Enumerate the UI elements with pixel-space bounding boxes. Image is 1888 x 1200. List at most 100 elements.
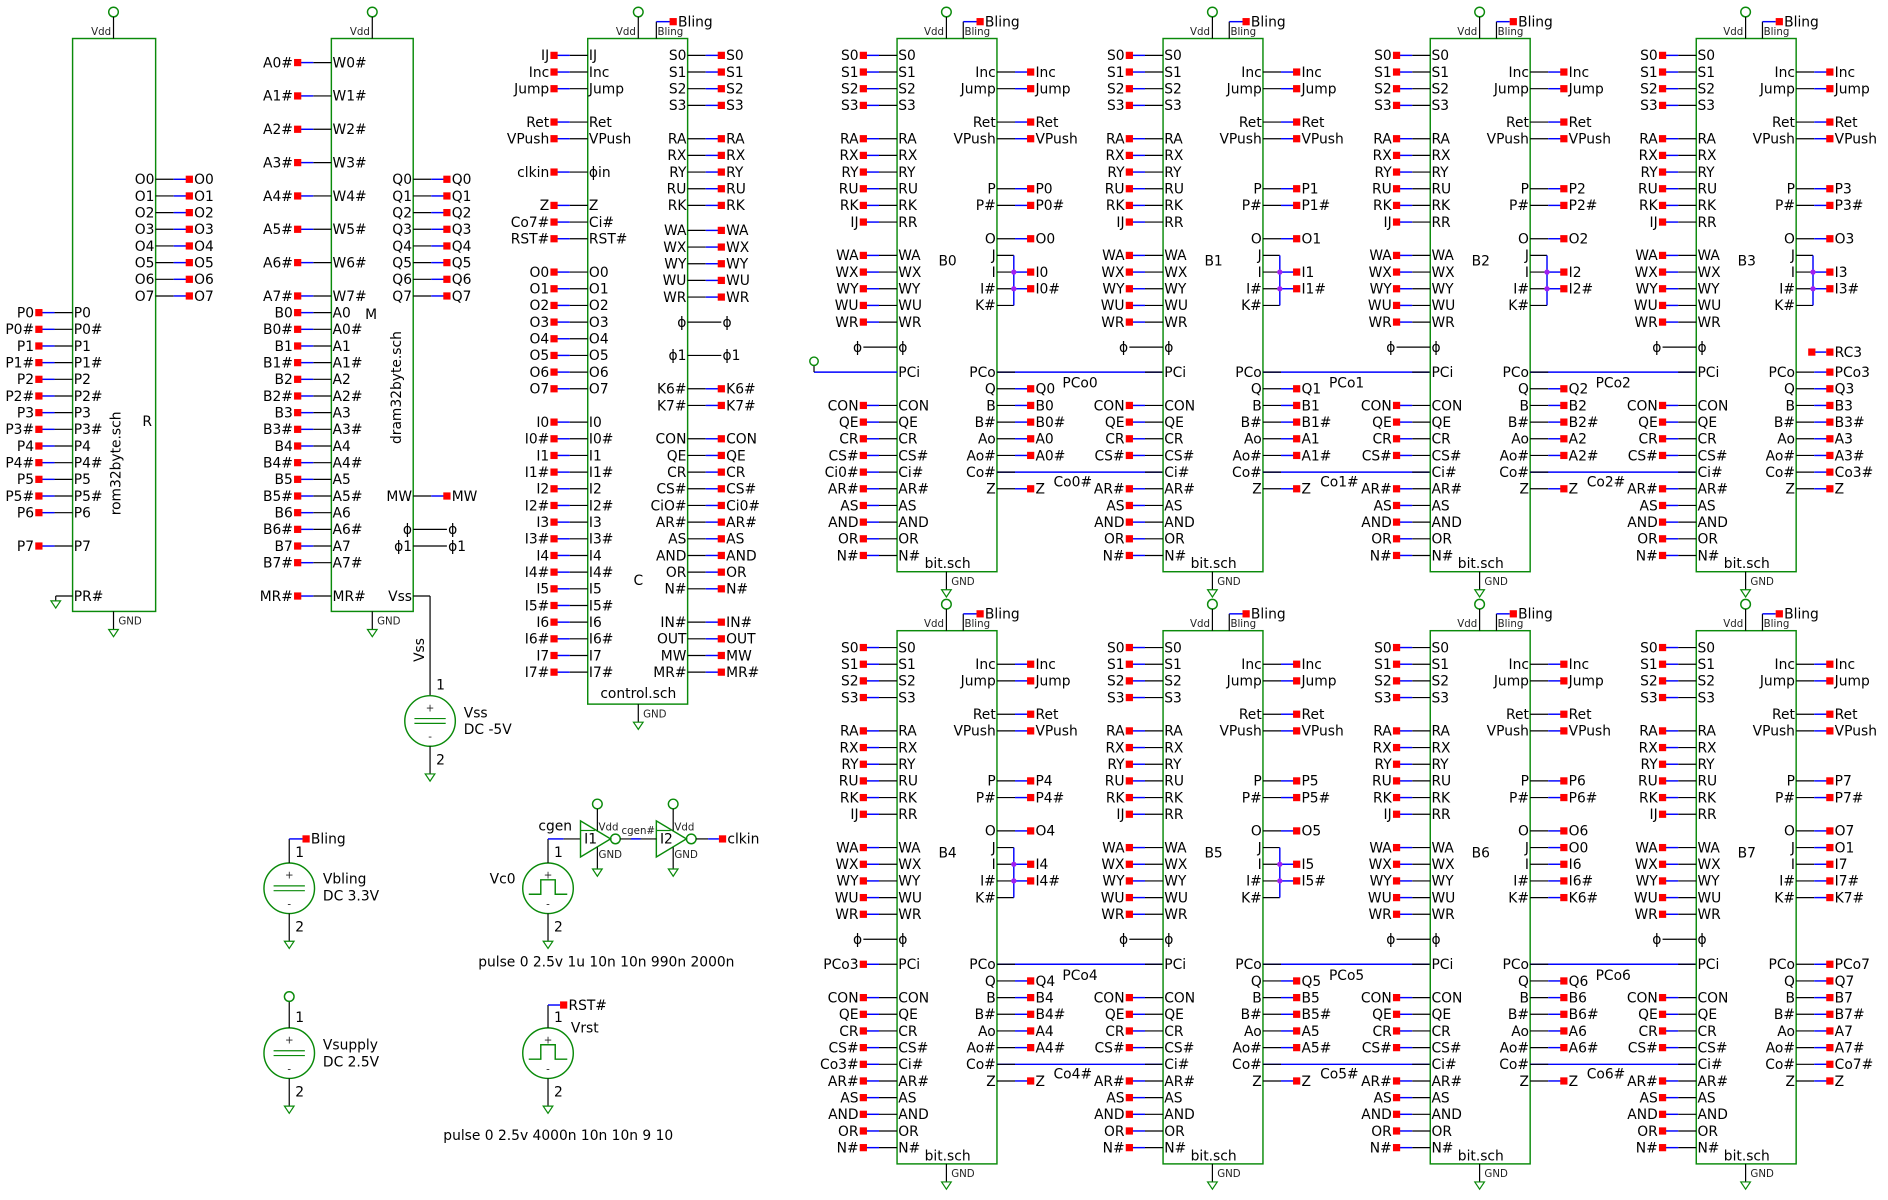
- net-port-marker[interactable]: [859, 101, 867, 109]
- net-port-marker[interactable]: [1027, 185, 1035, 193]
- net-port-marker[interactable]: [294, 475, 302, 483]
- net-port-marker[interactable]: [1826, 118, 1834, 126]
- net-port-marker[interactable]: [859, 760, 867, 768]
- net-port-marker[interactable]: [717, 451, 725, 460]
- net-port-marker[interactable]: [859, 777, 867, 785]
- net-port-marker[interactable]: [1392, 660, 1401, 668]
- net-port-marker[interactable]: [550, 85, 558, 93]
- net-port-marker[interactable]: [1027, 660, 1035, 668]
- net-port-marker[interactable]: [294, 359, 302, 367]
- net-port-marker[interactable]: [1826, 1060, 1834, 1068]
- net-port-marker[interactable]: [1826, 285, 1834, 293]
- net-port-marker[interactable]: [859, 793, 867, 802]
- net-port-marker[interactable]: [1125, 1077, 1133, 1085]
- net-port-marker[interactable]: [1125, 1110, 1133, 1118]
- net-port-marker[interactable]: [1658, 268, 1667, 276]
- net-port-marker[interactable]: [35, 459, 43, 467]
- net-port-marker[interactable]: [1509, 610, 1517, 618]
- net-port-marker[interactable]: [1125, 743, 1133, 752]
- net-port-marker[interactable]: [1658, 518, 1667, 526]
- net-port-marker[interactable]: [1293, 435, 1301, 443]
- net-port-marker[interactable]: [550, 535, 558, 543]
- net-port-marker[interactable]: [717, 635, 725, 643]
- net-port-marker[interactable]: [550, 201, 558, 210]
- net-port-marker[interactable]: [1125, 285, 1133, 293]
- net-port-marker[interactable]: [1392, 777, 1401, 785]
- net-port-marker[interactable]: [443, 225, 451, 233]
- net-port-marker[interactable]: [1027, 451, 1035, 460]
- net-port-marker[interactable]: [1392, 877, 1401, 885]
- net-port-marker[interactable]: [1027, 118, 1035, 126]
- net-port-marker[interactable]: [1560, 727, 1568, 735]
- net-port-marker[interactable]: [1560, 485, 1568, 493]
- net-port-marker[interactable]: [1826, 268, 1834, 276]
- net-port-marker[interactable]: [1560, 235, 1568, 243]
- net-port-marker[interactable]: [443, 292, 451, 300]
- net-port-marker[interactable]: [294, 409, 302, 417]
- net-port-marker[interactable]: [1293, 977, 1301, 985]
- net-port-marker[interactable]: [718, 835, 727, 843]
- net-port-marker[interactable]: [1658, 910, 1667, 918]
- net-port-marker[interactable]: [1392, 401, 1401, 410]
- net-port-marker[interactable]: [1125, 727, 1133, 735]
- net-port-marker[interactable]: [1027, 418, 1035, 426]
- net-port-marker[interactable]: [717, 385, 725, 393]
- net-port-marker[interactable]: [1293, 401, 1301, 410]
- net-port-marker[interactable]: [294, 292, 302, 300]
- net-port-marker[interactable]: [1125, 185, 1133, 193]
- net-port-marker[interactable]: [1293, 777, 1301, 785]
- net-port-marker[interactable]: [443, 259, 451, 267]
- net-port-marker[interactable]: [1027, 285, 1035, 293]
- net-port-marker[interactable]: [1293, 994, 1301, 1002]
- net-port-marker[interactable]: [1392, 501, 1401, 510]
- net-port-marker[interactable]: [185, 275, 193, 283]
- net-port-marker[interactable]: [550, 635, 558, 643]
- net-port-marker[interactable]: [1826, 977, 1834, 985]
- net-port-marker[interactable]: [1658, 793, 1667, 802]
- net-port-marker[interactable]: [859, 810, 867, 818]
- net-port-marker[interactable]: [1560, 827, 1568, 835]
- net-port-marker[interactable]: [859, 201, 867, 210]
- net-port-marker[interactable]: [1392, 727, 1401, 735]
- net-port-marker[interactable]: [1125, 810, 1133, 818]
- net-port-marker[interactable]: [1125, 1027, 1133, 1035]
- net-port-marker[interactable]: [1560, 994, 1568, 1002]
- net-port-marker[interactable]: [717, 551, 725, 560]
- net-port-marker[interactable]: [1826, 435, 1834, 443]
- net-port-marker[interactable]: [35, 375, 43, 383]
- net-port-marker[interactable]: [1392, 1027, 1401, 1035]
- net-port-marker[interactable]: [1826, 1077, 1834, 1085]
- net-port-marker[interactable]: [1392, 435, 1401, 443]
- net-port-marker[interactable]: [1826, 843, 1834, 852]
- net-port-marker[interactable]: [550, 551, 558, 560]
- net-port-marker[interactable]: [717, 501, 725, 510]
- net-port-marker[interactable]: [1125, 85, 1133, 93]
- net-port-marker[interactable]: [1658, 1010, 1667, 1018]
- net-port-marker[interactable]: [294, 425, 302, 433]
- net-port-marker[interactable]: [302, 835, 310, 843]
- net-port-marker[interactable]: [550, 518, 558, 526]
- net-port-marker[interactable]: [1658, 727, 1667, 735]
- net-port-marker[interactable]: [1658, 418, 1667, 426]
- net-port-marker[interactable]: [717, 276, 725, 285]
- net-port-marker[interactable]: [1826, 468, 1834, 476]
- net-port-marker[interactable]: [1027, 1010, 1035, 1018]
- net-port-marker[interactable]: [550, 268, 558, 276]
- net-port-marker[interactable]: [1392, 135, 1401, 143]
- net-port-marker[interactable]: [717, 226, 725, 235]
- net-port-marker[interactable]: [1560, 1044, 1568, 1052]
- net-port-marker[interactable]: [550, 351, 558, 360]
- net-port-marker[interactable]: [1658, 693, 1667, 702]
- net-port-marker[interactable]: [859, 418, 867, 426]
- net-port-marker[interactable]: [1392, 251, 1401, 260]
- net-port-marker[interactable]: [1125, 677, 1133, 685]
- net-port-marker[interactable]: [1125, 435, 1133, 443]
- net-port-marker[interactable]: [1392, 1144, 1401, 1152]
- net-port-marker[interactable]: [1658, 877, 1667, 885]
- net-port-marker[interactable]: [185, 225, 193, 233]
- net-port-marker[interactable]: [1392, 760, 1401, 768]
- net-port-marker[interactable]: [1392, 218, 1401, 226]
- net-port-marker[interactable]: [1826, 1027, 1834, 1035]
- net-port-marker[interactable]: [550, 168, 558, 176]
